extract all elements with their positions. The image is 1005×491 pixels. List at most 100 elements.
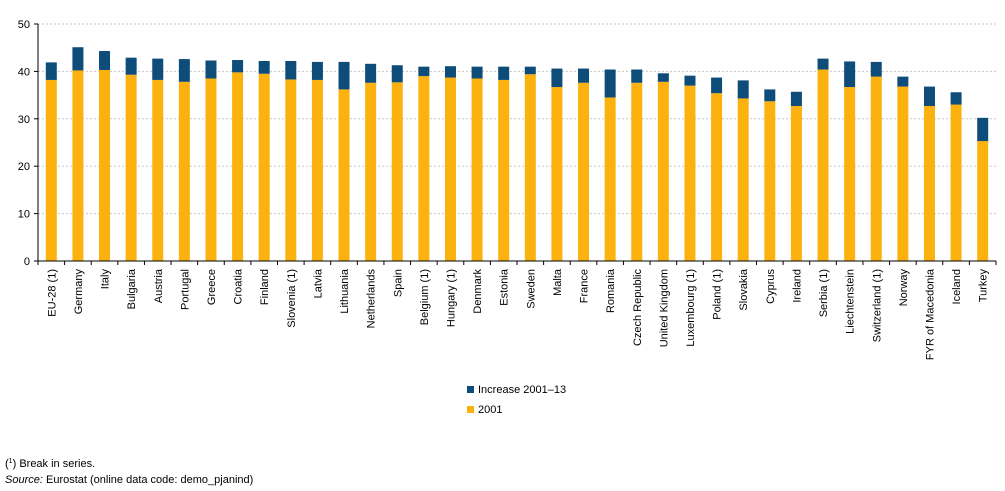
bar-2001 [711, 93, 723, 261]
x-tick-label: Spain [392, 269, 404, 297]
bar-increase [418, 66, 430, 77]
x-tick-label: Poland (1) [712, 269, 724, 320]
x-tick-label: Denmark [472, 269, 484, 314]
x-tick-label: Greece [206, 269, 218, 305]
bar-increase [551, 68, 563, 88]
bar-increase [578, 68, 590, 83]
bar-increase [977, 117, 989, 142]
bar-2001 [471, 78, 483, 261]
bar-increase [178, 59, 190, 82]
bar-2001 [178, 81, 190, 261]
x-tick-label: Lithuania [339, 268, 351, 314]
bar-2001 [631, 82, 643, 261]
bar-2001 [152, 79, 164, 261]
x-tick-label: Luxembourg (1) [685, 269, 697, 347]
footnote-break: (1) Break in series. [5, 458, 96, 470]
y-axis: 0 10 20 30 40 50 [18, 19, 39, 268]
x-tick-label: Hungary (1) [445, 269, 457, 327]
legend-label: 2001 [478, 404, 502, 416]
bar-2001 [45, 79, 57, 261]
bar-increase [99, 51, 111, 70]
legend-label: Increase 2001–13 [478, 384, 566, 396]
bar-2001 [764, 101, 776, 262]
bar-increase [764, 89, 776, 102]
x-tick-label: Cyprus [765, 269, 777, 304]
bar-increase [391, 65, 403, 83]
bar-increase [365, 63, 377, 83]
bar-2001 [418, 76, 430, 261]
bar-2001 [205, 78, 217, 261]
x-tick-label: Norway [898, 269, 910, 307]
bar-2001 [72, 70, 84, 262]
source-label: Source: [5, 474, 43, 486]
x-tick-label: Iceland [951, 269, 963, 304]
footnote-source: Source: Eurostat (online data code: demo… [5, 474, 253, 486]
bar-increase [498, 66, 510, 80]
bar-2001 [125, 74, 137, 261]
bar-2001 [923, 106, 935, 261]
x-tick-label: Liechtenstein [845, 269, 857, 334]
bar-increase [844, 61, 856, 88]
footnote-break-text: Break in series. [19, 458, 96, 470]
x-tick-label: Netherlands [366, 269, 378, 329]
y-tick-label: 30 [18, 114, 30, 126]
bar-increase [790, 91, 802, 107]
x-tick-label: Bulgaria [126, 268, 138, 309]
x-tick-label: Germany [73, 269, 85, 315]
x-tick-label: Austria [153, 268, 165, 303]
x-tick-label: Croatia [233, 268, 245, 304]
bar-2001 [897, 86, 909, 262]
x-tick-label: Portugal [179, 269, 191, 310]
bar-2001 [684, 85, 696, 262]
bar-2001 [311, 79, 323, 261]
bar-2001 [551, 87, 563, 262]
x-tick-label: Turkey [978, 269, 990, 303]
x-tick-label: Finland [259, 269, 271, 305]
bar-increase [923, 86, 935, 107]
bar-increase [711, 77, 723, 94]
x-tick-label: Sweden [525, 269, 537, 309]
bar-increase [285, 60, 297, 80]
x-tick-label: Switzerland (1) [871, 269, 883, 342]
bar-2001 [524, 74, 536, 261]
bar-increase [444, 66, 456, 78]
y-tick-label: 40 [18, 66, 30, 78]
bar-2001 [258, 73, 270, 262]
bar-increase [45, 62, 57, 80]
x-tick-label: United Kingdom [658, 269, 670, 347]
bar-increase [152, 58, 164, 80]
bar-increase [657, 73, 669, 82]
bar-increase [311, 61, 323, 80]
source-text: Eurostat (online data code: demo_pjanind… [45, 474, 254, 486]
bars [45, 47, 989, 262]
bar-2001 [817, 69, 829, 261]
y-tick-label: 0 [24, 256, 30, 268]
x-tick-label: Slovakia [738, 268, 750, 310]
bar-2001 [604, 97, 616, 261]
footnote-mark: 1 [8, 458, 13, 465]
x-tick-label: Czech Republic [632, 269, 644, 347]
bar-2001 [657, 81, 669, 261]
x-tick-label: EU-28 (1) [46, 269, 58, 317]
bar-increase [737, 80, 749, 99]
x-tick-label: France [579, 269, 591, 303]
bar-2001 [950, 104, 962, 261]
bar-2001 [870, 76, 882, 261]
bar-2001 [365, 82, 377, 261]
bar-2001 [99, 69, 111, 261]
bar-2001 [338, 89, 350, 261]
bar-2001 [844, 87, 856, 262]
bar-increase [631, 69, 643, 83]
bar-2001 [977, 141, 989, 261]
y-tick-label: 10 [18, 209, 30, 221]
bar-2001 [232, 72, 244, 262]
bar-increase [232, 60, 244, 73]
bar-2001 [498, 79, 510, 261]
bar-increase [471, 66, 483, 79]
x-tick-label: Latvia [312, 268, 324, 298]
legend-swatch [467, 386, 474, 393]
x-tick-label: Serbia (1) [818, 269, 830, 317]
bar-increase [338, 61, 350, 90]
x-tick-label: Romania [605, 268, 617, 313]
